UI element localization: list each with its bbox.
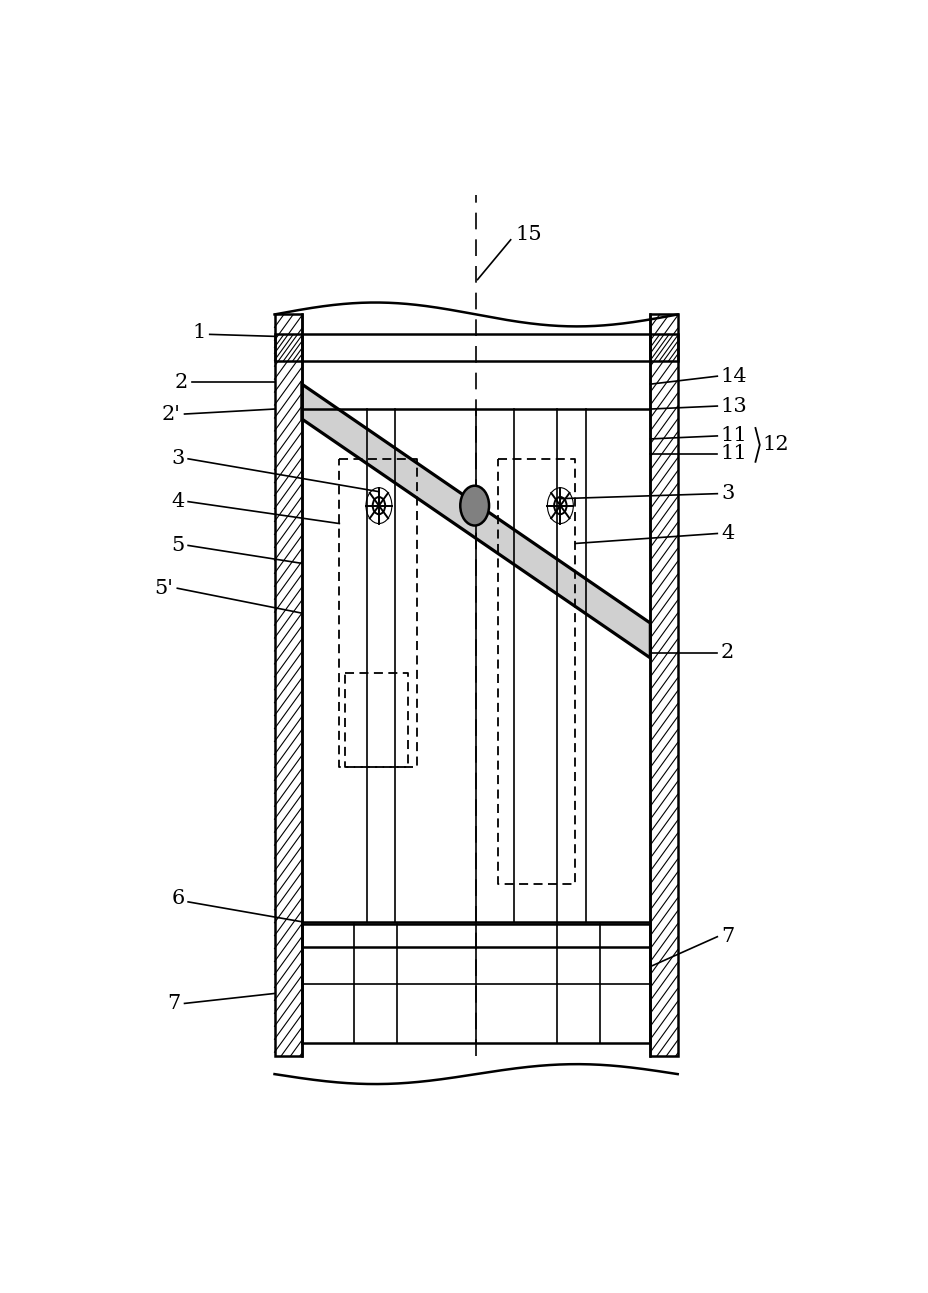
Bar	[650, 335, 677, 361]
Text: 14: 14	[720, 367, 747, 385]
Text: 6: 6	[171, 890, 185, 909]
Text: 12: 12	[762, 436, 789, 454]
Text: 13: 13	[720, 397, 747, 415]
Text: 3: 3	[171, 450, 185, 468]
Bar	[275, 335, 302, 361]
Bar	[650, 314, 677, 1056]
Text: 11: 11	[720, 427, 747, 445]
Text: 5': 5'	[155, 579, 174, 597]
Text: 1: 1	[192, 323, 206, 341]
Text: 7: 7	[720, 927, 733, 946]
Text: 2: 2	[174, 372, 187, 392]
Text: 4: 4	[720, 524, 733, 543]
Text: 11: 11	[720, 445, 747, 463]
Text: 15: 15	[515, 225, 542, 244]
Text: 2': 2'	[161, 405, 181, 424]
Circle shape	[459, 486, 488, 525]
Text: 4: 4	[171, 493, 185, 511]
Bar	[275, 314, 302, 1056]
Text: 2: 2	[720, 644, 733, 662]
Text: 3: 3	[720, 484, 733, 503]
Text: 7: 7	[167, 994, 181, 1012]
Polygon shape	[302, 384, 650, 658]
Text: 5: 5	[171, 535, 185, 555]
